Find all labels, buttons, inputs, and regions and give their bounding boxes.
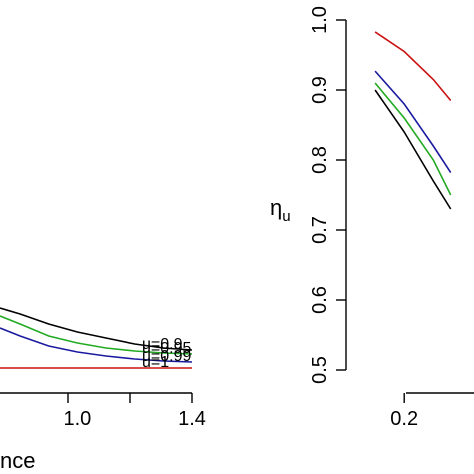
eta-subscript: u [282, 208, 290, 225]
curve-label-0: u=0.9 [142, 336, 183, 353]
curve-label-1: u=0.95 [142, 340, 191, 357]
right-y-tick-label-4: 0.9 [309, 76, 331, 104]
right-y-tick-label-2: 0.7 [309, 216, 331, 244]
right-x-tick-labels: 0.2 [390, 393, 418, 430]
right-y-axis-title: ηu [270, 195, 291, 225]
eta-symbol: η [270, 195, 282, 220]
right-series-1 [374, 82, 452, 196]
right-series-3 [374, 31, 452, 102]
curve-label-2: u=0.99 [142, 348, 191, 365]
right-chart: 0.5 0.6 0.7 0.8 0.9 1.0 0.2 ηu [270, 6, 474, 430]
left-x-tick-1: 1.4 [178, 408, 206, 430]
right-y-tick-label-1: 0.6 [309, 286, 331, 314]
right-series-2 [374, 70, 452, 174]
right-y-ticks: 0.5 0.6 0.7 0.8 0.9 1.0 [309, 6, 346, 384]
left-x-tick-labels: 1.0 1.4 [63, 408, 205, 430]
left-x-axis [0, 392, 193, 403]
right-y-tick-label-3: 0.8 [309, 146, 331, 174]
right-series-0 [374, 89, 452, 210]
right-y-tick-label-0: 0.5 [309, 356, 331, 384]
left-series-2 [0, 327, 193, 363]
curve-label-3: u=1 [142, 354, 169, 371]
right-x-tick-label-0: 0.2 [390, 408, 418, 430]
left-x-axis-title: nce [0, 448, 35, 473]
left-x-tick-0: 1.0 [63, 408, 91, 430]
left-chart: u=0.9u=0.95u=0.99u=1 1.0 1.4 nce [0, 307, 206, 473]
left-curve-labels: u=0.9u=0.95u=0.99u=1 [142, 336, 191, 371]
left-series-1 [0, 315, 193, 355]
left-curves [0, 307, 193, 369]
right-curves [374, 31, 452, 210]
left-series-0 [0, 307, 193, 351]
right-y-tick-label-5: 1.0 [309, 6, 331, 34]
